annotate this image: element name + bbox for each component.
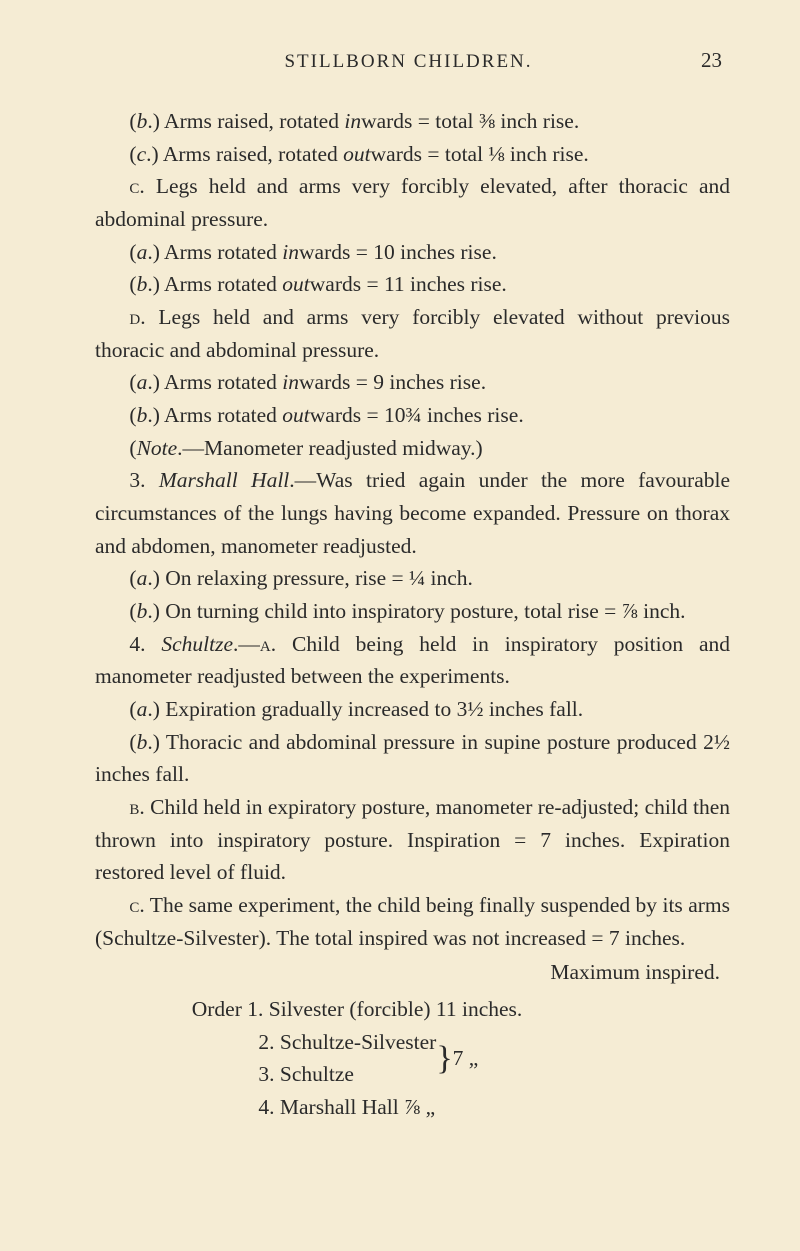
order-line-2-3: 2. Schultze-Silvester 3. Schultze } 7 „ bbox=[192, 1026, 730, 1091]
para-a4: (a.) On relaxing pressure, rise = ¼ inch… bbox=[95, 562, 730, 595]
para-a3: (a.) Arms rotated inwards = 9 inches ris… bbox=[95, 366, 730, 399]
order-2-label: 2. Schultze-Silvester bbox=[192, 1026, 437, 1059]
para-b1: (b.) Arms raised, rotated inwards = tota… bbox=[95, 105, 730, 138]
para-marshall: 3. Marshall Hall.—Was tried again under … bbox=[95, 464, 730, 562]
para-c1: (c.) Arms raised, rotated outwards = tot… bbox=[95, 138, 730, 171]
para-bchild: b. Child held in expiratory posture, man… bbox=[95, 791, 730, 889]
para-note: (Note.—Manometer readjusted midway.) bbox=[95, 432, 730, 465]
para-csame: c. The same experiment, the child being … bbox=[95, 889, 730, 954]
brace-icon: } bbox=[436, 1050, 452, 1067]
para-a5: (a.) Expiration gradually increased to 3… bbox=[95, 693, 730, 726]
order-2-3-value: 7 „ bbox=[453, 1042, 479, 1075]
order-line-1: Order 1. Silvester (forcible) 11 inches. bbox=[192, 993, 730, 1026]
para-c-legs: c. Legs held and arms very forcibly elev… bbox=[95, 170, 730, 235]
para-a2: (a.) Arms rotated inwards = 10 inches ri… bbox=[95, 236, 730, 269]
para-schultze: 4. Schultze.—a. Child being held in insp… bbox=[95, 628, 730, 693]
page-number: 23 bbox=[682, 48, 722, 73]
para-b5: (b.) Thoracic and abdominal pressure in … bbox=[95, 726, 730, 791]
maximum-inspired-label: Maximum inspired. bbox=[95, 956, 730, 989]
para-b3: (b.) Arms rotated outwards = 10¾ inches … bbox=[95, 399, 730, 432]
para-b2: (b.) Arms rotated outwards = 11 inches r… bbox=[95, 268, 730, 301]
running-head: STILLBORN CHILDREN. bbox=[135, 51, 682, 73]
order-3-label: 3. Schultze bbox=[192, 1058, 437, 1091]
order-line-4: 4. Marshall Hall ⅞ „ bbox=[192, 1091, 730, 1124]
para-d-legs: d. Legs held and arms very forcibly elev… bbox=[95, 301, 730, 366]
para-b4: (b.) On turning child into inspiratory p… bbox=[95, 595, 730, 628]
body-text: (b.) Arms raised, rotated inwards = tota… bbox=[95, 105, 730, 1124]
